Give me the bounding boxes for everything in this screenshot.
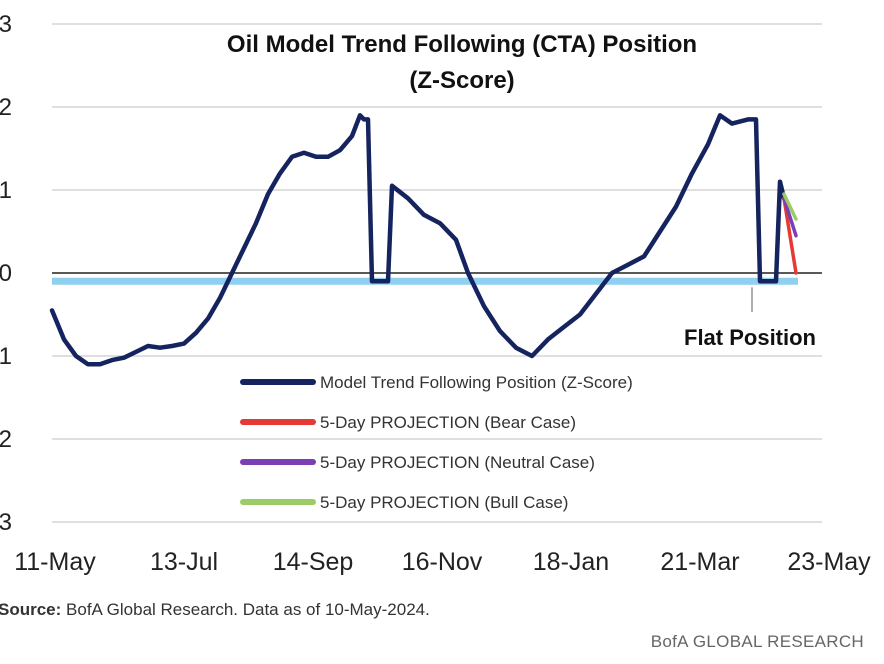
source-label: Source:	[0, 600, 62, 619]
y-tick-label: -1	[0, 343, 12, 370]
legend-label: 5-Day PROJECTION (Neutral Case)	[320, 453, 595, 472]
source-note: Source: BofA Global Research. Data as of…	[0, 600, 430, 620]
x-tick-label: 16-Nov	[402, 548, 483, 576]
series-line-model	[49, 113, 787, 367]
x-tick-label: 13-Jul	[150, 548, 218, 576]
legend-label: 5-Day PROJECTION (Bull Case)	[320, 493, 568, 512]
y-tick-label: 0	[0, 260, 12, 287]
chart-title: Oil Model Trend Following (CTA) Position…	[227, 31, 697, 94]
y-tick-label: -2	[0, 426, 12, 453]
legend: Model Trend Following Position (Z-Score)…	[240, 373, 633, 512]
legend-label: Model Trend Following Position (Z-Score)	[320, 373, 633, 392]
legend-label: 5-Day PROJECTION (Bear Case)	[320, 413, 576, 432]
series-line-projection	[782, 192, 798, 221]
chart-title-line: (Z-Score)	[409, 67, 514, 94]
x-tick-label: 23-May	[787, 548, 871, 576]
brand-footer: BofA GLOBAL RESEARCH	[650, 632, 864, 651]
x-tick-label: 18-Jan	[533, 548, 609, 576]
y-tick-label: 3	[0, 11, 12, 38]
chart-title-line: Oil Model Trend Following (CTA) Position	[227, 31, 697, 58]
grid-lines	[52, 23, 822, 523]
annotation-text: Flat Position	[684, 325, 816, 350]
x-tick-label: 11-May	[14, 548, 96, 576]
flat-position-annotation: Flat Position	[684, 287, 816, 350]
series-line-projection	[782, 196, 798, 238]
y-tick-label: 2	[0, 94, 12, 121]
y-tick-label: 1	[0, 177, 12, 204]
chart: 3 2 1 0 -1 -2 -3 11-May 13-Jul 14-Sep 16-Nov 18-Ja…	[0, 11, 871, 576]
y-tick-label: -3	[0, 509, 12, 536]
y-axis-labels: 3 2 1 0 -1 -2 -3	[0, 11, 12, 536]
x-axis-labels: 11-May 13-Jul 14-Sep 16-Nov 18-Jan 21-Mar 23-M…	[14, 548, 871, 576]
series-line-projection	[782, 196, 798, 275]
x-tick-label: 14-Sep	[273, 548, 354, 576]
x-tick-label: 21-Mar	[660, 548, 739, 576]
source-text: BofA Global Research. Data as of 10-May-…	[61, 600, 430, 619]
series-lines	[49, 113, 798, 367]
